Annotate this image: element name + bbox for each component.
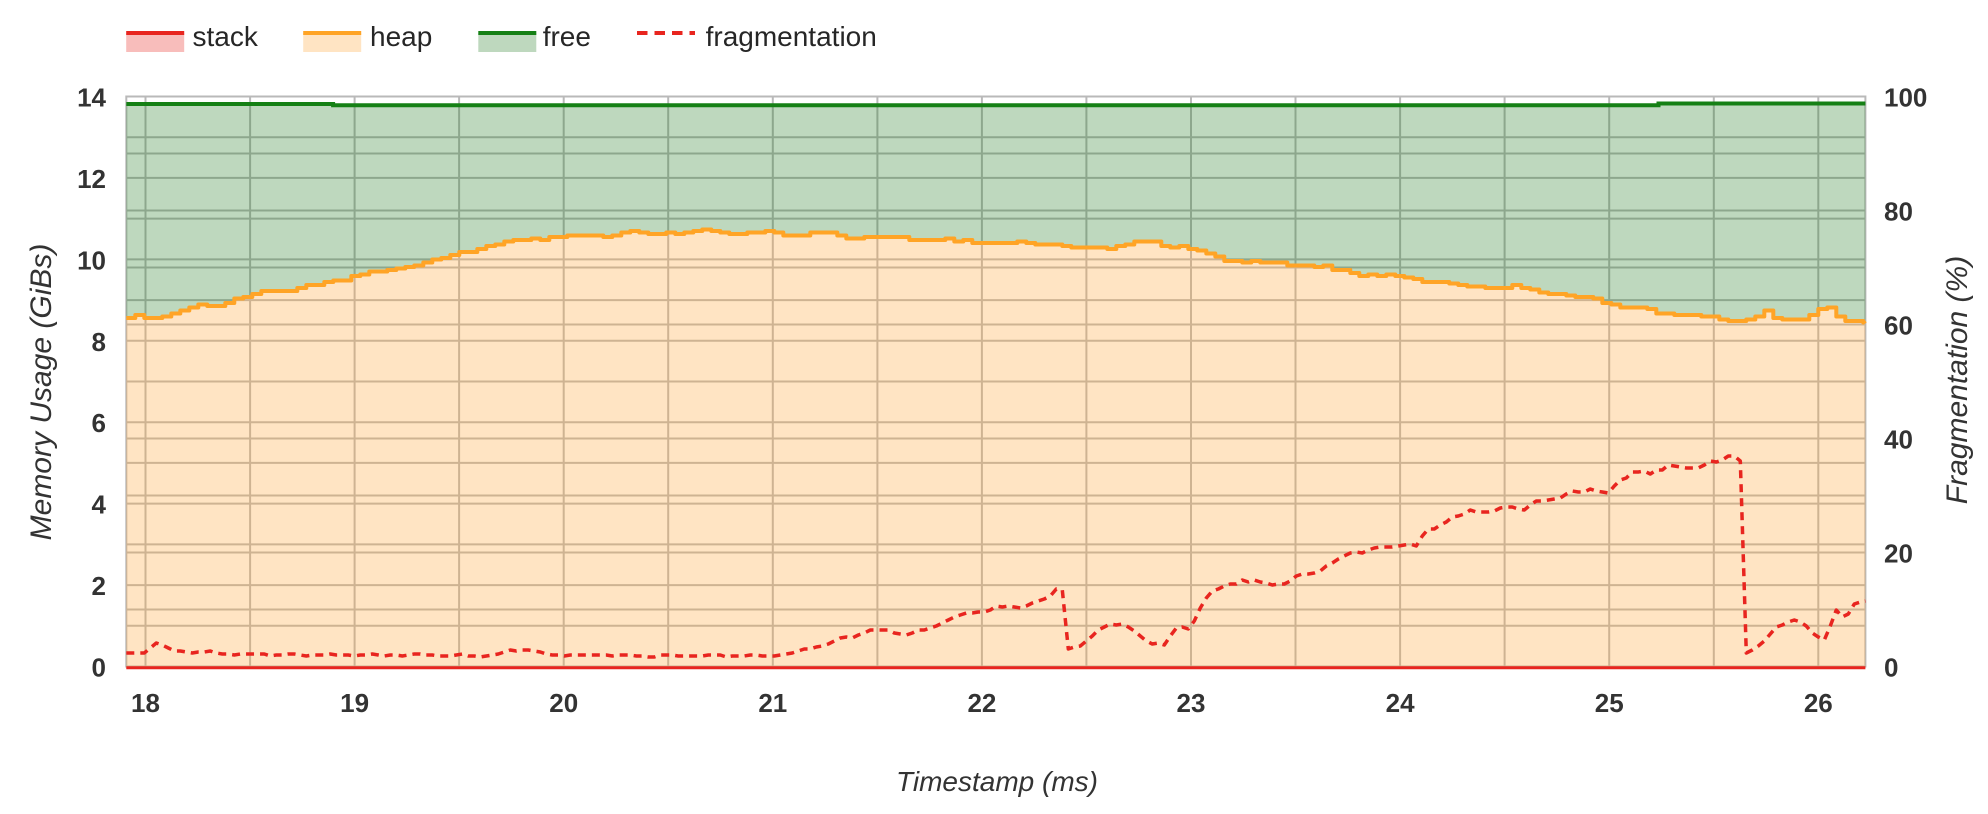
svg-text:21: 21: [758, 688, 787, 718]
svg-text:4: 4: [92, 490, 107, 520]
svg-text:40: 40: [1884, 425, 1913, 455]
svg-text:19: 19: [340, 688, 369, 718]
svg-text:free: free: [543, 21, 591, 52]
svg-text:22: 22: [967, 688, 996, 718]
svg-text:6: 6: [92, 408, 106, 438]
svg-text:8: 8: [92, 327, 106, 357]
svg-text:stack: stack: [193, 21, 259, 52]
svg-text:Memory Usage (GiBs): Memory Usage (GiBs): [25, 244, 58, 541]
svg-text:0: 0: [92, 653, 106, 683]
svg-text:26: 26: [1804, 688, 1833, 718]
svg-text:heap: heap: [370, 21, 432, 52]
svg-text:Timestamp (ms): Timestamp (ms): [896, 766, 1098, 797]
svg-text:60: 60: [1884, 311, 1913, 341]
svg-text:23: 23: [1177, 688, 1206, 718]
svg-text:0: 0: [1884, 653, 1898, 683]
svg-text:18: 18: [131, 688, 160, 718]
svg-text:25: 25: [1595, 688, 1624, 718]
svg-text:10: 10: [77, 245, 106, 275]
svg-text:80: 80: [1884, 197, 1913, 227]
svg-text:20: 20: [1884, 539, 1913, 569]
svg-text:2: 2: [92, 571, 106, 601]
svg-text:100: 100: [1884, 83, 1927, 113]
svg-text:12: 12: [77, 164, 106, 194]
svg-text:24: 24: [1386, 688, 1415, 718]
svg-text:Fragmentation (%): Fragmentation (%): [1941, 256, 1974, 504]
svg-text:14: 14: [77, 83, 106, 113]
svg-text:fragmentation: fragmentation: [706, 21, 877, 52]
svg-text:20: 20: [549, 688, 578, 718]
